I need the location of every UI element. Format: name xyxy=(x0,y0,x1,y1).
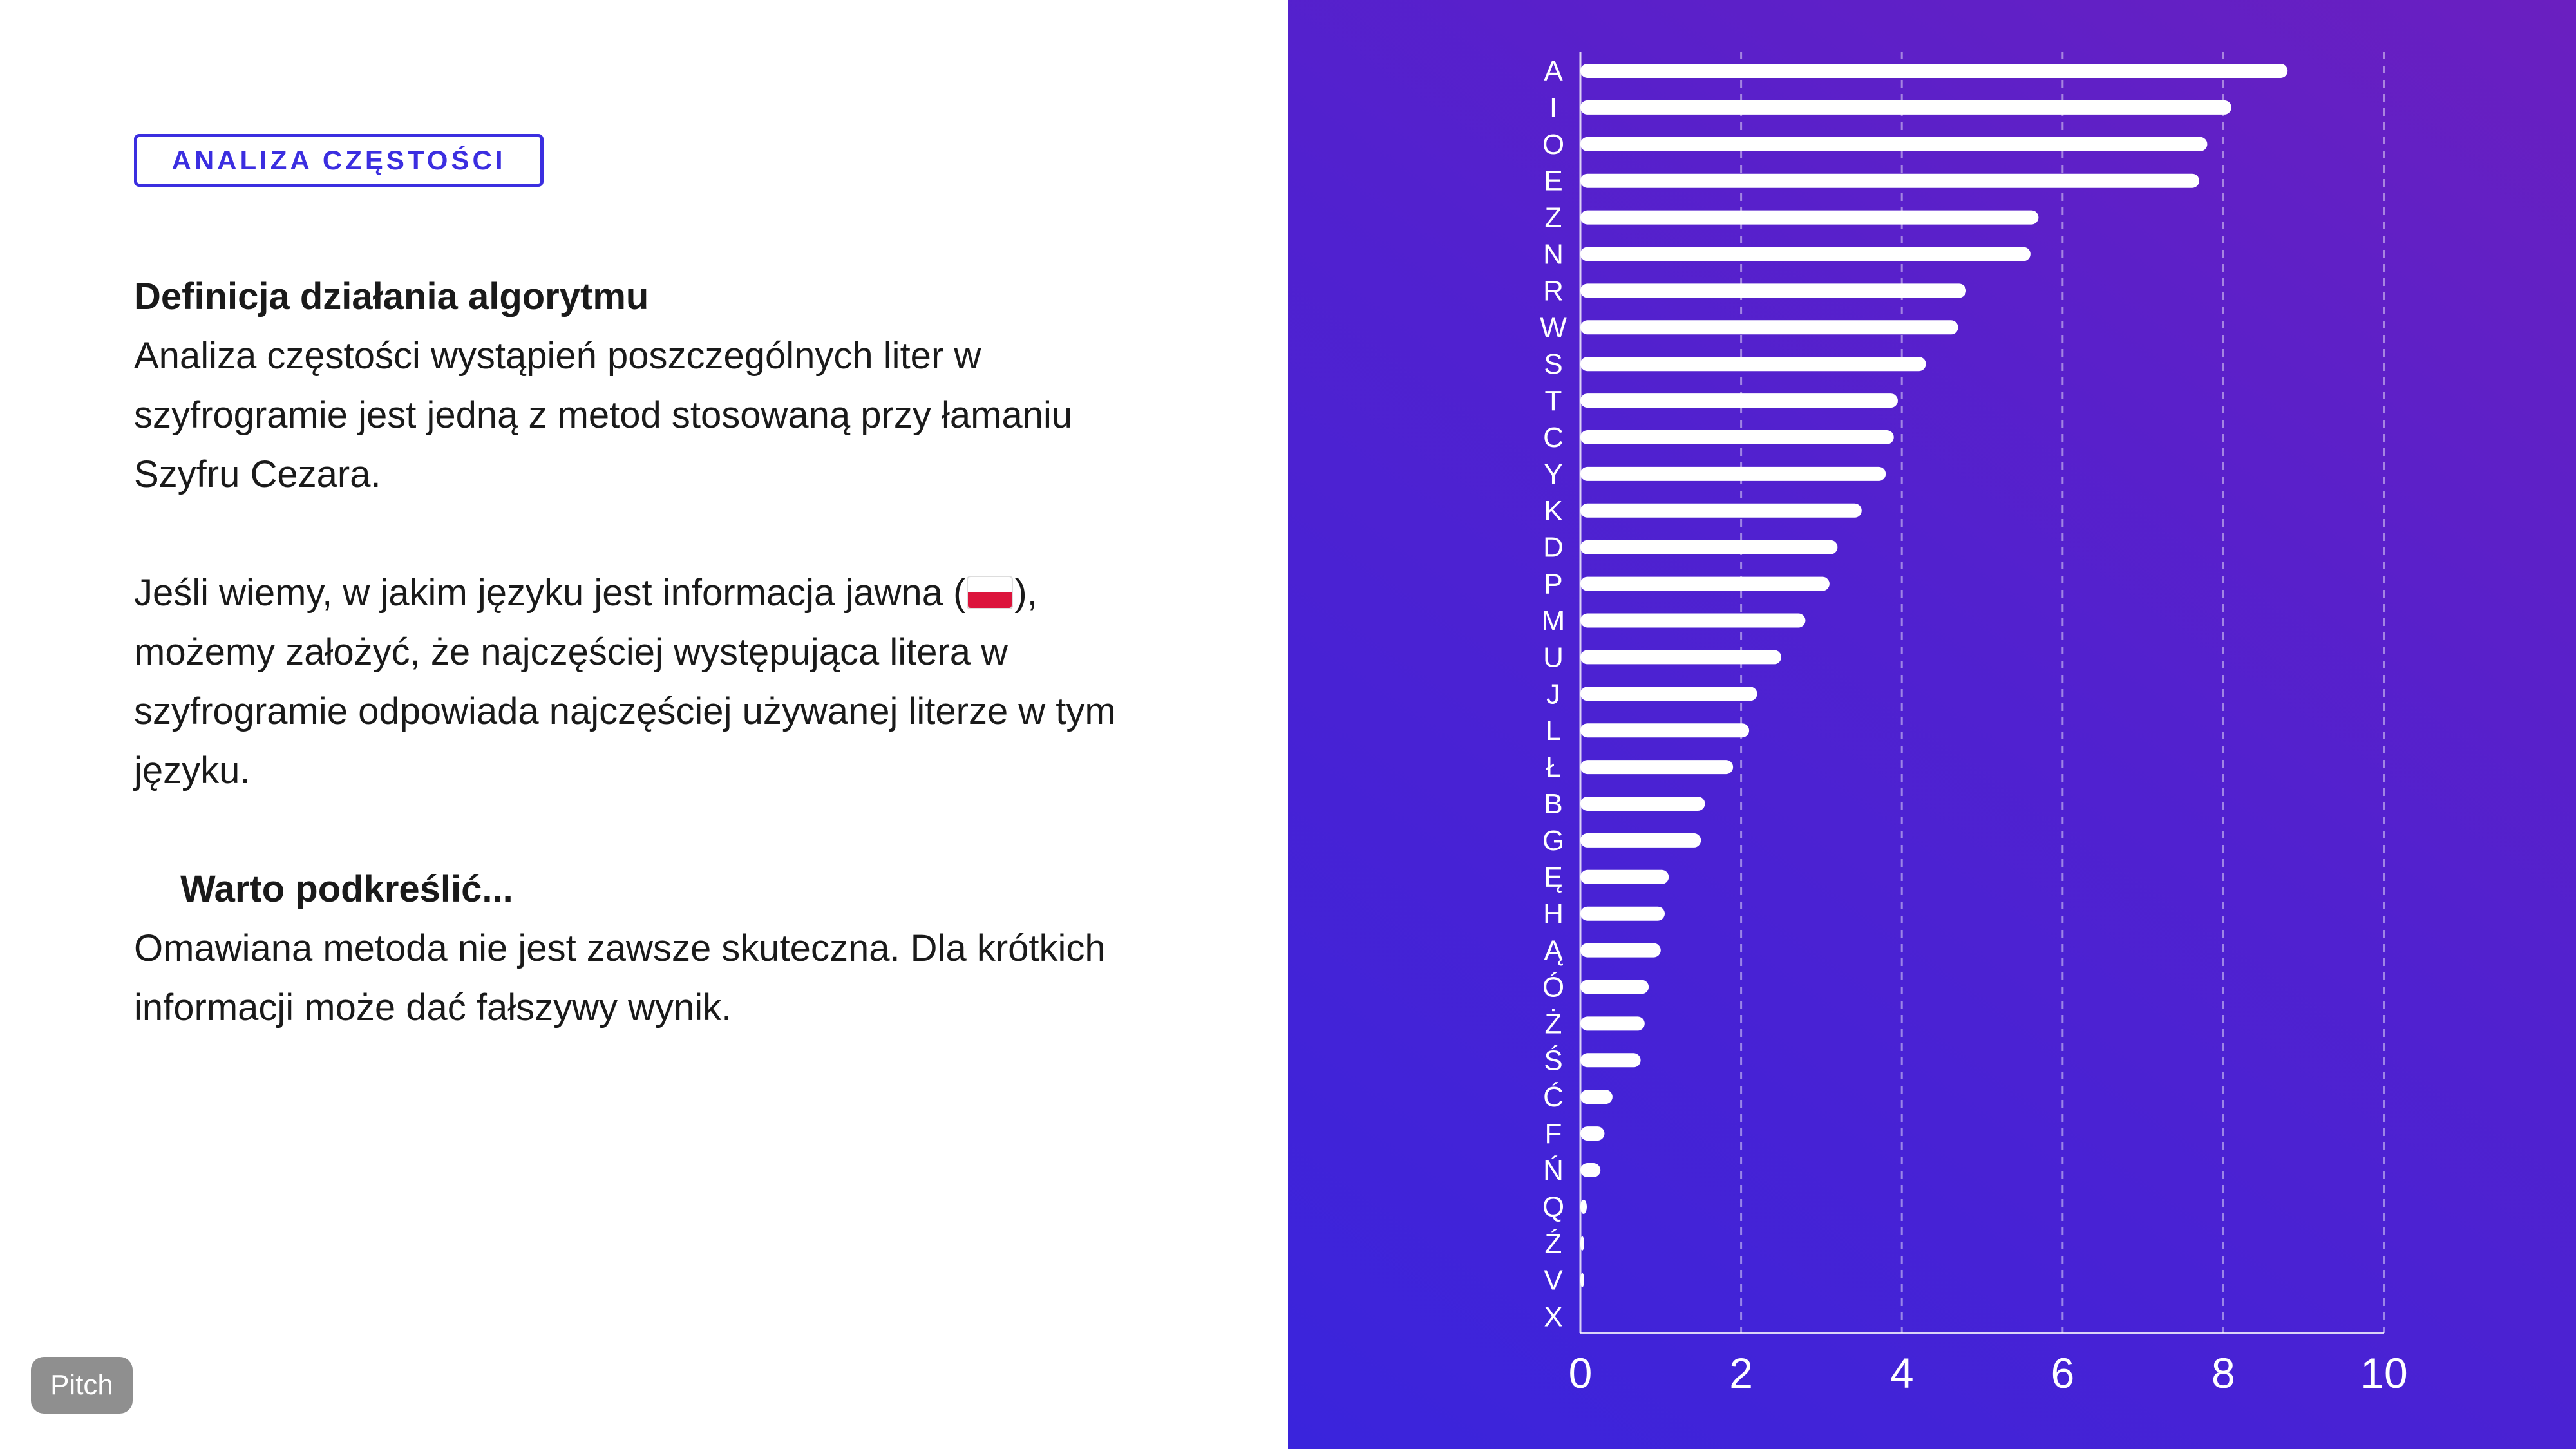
bar xyxy=(1580,1273,1584,1287)
category-label: U xyxy=(1543,641,1564,673)
category-label: A xyxy=(1544,55,1563,87)
category-label: Q xyxy=(1542,1191,1564,1223)
category-label: J xyxy=(1546,678,1560,710)
category-label: D xyxy=(1543,532,1564,564)
frequency-bar-chart: 0 2 4 6 8 10 AIOEZNRWSTCYKDPMUJLŁBGĘHĄÓŻŚĆFŃQŹ… xyxy=(1540,52,2408,1397)
category-label: Ż xyxy=(1545,1008,1562,1039)
category-label: K xyxy=(1544,495,1562,527)
language-paragraph: Jeśli wiemy, w jakim języku jest informa… xyxy=(134,564,1177,800)
category-label: Ę xyxy=(1544,862,1562,893)
bar xyxy=(1580,869,1669,884)
category-label: F xyxy=(1545,1118,1562,1150)
category-label: Ś xyxy=(1544,1043,1562,1076)
bar xyxy=(1580,357,1926,372)
x-tick-label: 4 xyxy=(1890,1349,1914,1397)
bar xyxy=(1580,540,1838,554)
x-tick-label: 6 xyxy=(2050,1349,2074,1397)
x-tick-label: 0 xyxy=(1569,1349,1593,1397)
category-label: Ó xyxy=(1542,972,1564,1003)
bar xyxy=(1580,576,1830,591)
language-paragraph-end: ), możemy założyć, że najczęściej występ… xyxy=(134,572,1116,791)
bar xyxy=(1580,173,2199,188)
content-panel: ANALIZA CZĘSTOŚCI Definicja działania al… xyxy=(31,134,1177,1414)
category-label: S xyxy=(1544,348,1562,380)
x-tick-label: 10 xyxy=(2360,1349,2407,1397)
bar xyxy=(1580,393,1898,408)
bar xyxy=(1580,797,1705,811)
bar xyxy=(1580,430,1894,444)
bar xyxy=(1580,466,1886,481)
bar xyxy=(1580,980,1649,994)
category-label: O xyxy=(1542,129,1564,160)
bar xyxy=(1580,943,1661,958)
bar xyxy=(1580,1163,1601,1177)
category-label: I xyxy=(1549,92,1557,124)
bar xyxy=(1580,64,2288,78)
category-label: L xyxy=(1546,715,1561,746)
bar xyxy=(1580,320,1958,335)
bar xyxy=(1580,137,2208,151)
x-tick-label: 8 xyxy=(2211,1349,2235,1397)
note-text: Omawiana metoda nie jest zawsze skuteczn… xyxy=(134,927,1106,1028)
bar xyxy=(1580,1016,1645,1031)
category-label: Y xyxy=(1544,459,1562,490)
category-label: Ń xyxy=(1543,1155,1564,1186)
poland-flag-icon xyxy=(967,576,1014,609)
category-label: M xyxy=(1542,605,1566,637)
category-label: Ą xyxy=(1544,935,1563,967)
category-label: W xyxy=(1540,312,1567,343)
bar xyxy=(1580,613,1806,628)
category-label: P xyxy=(1544,569,1562,600)
bar xyxy=(1580,650,1781,665)
language-paragraph-start: Jeśli wiemy, w jakim języku jest informa… xyxy=(134,572,966,614)
chart-panel: 0 2 4 6 8 10 A I O E Z N R W S T C Y K D P M U J L Ł B G Ę H Ą Ó Ż Ś Ć F Ń Q Ź… xyxy=(1288,0,2576,1449)
definition-paragraph: Analiza częstości wystąpień poszczególny… xyxy=(134,335,1073,495)
bar xyxy=(1580,283,1967,298)
section-tag: ANALIZA CZĘSTOŚCI xyxy=(134,134,544,187)
category-label: G xyxy=(1542,825,1564,857)
slide-text: Definicja działania algorytmu Analiza cz… xyxy=(134,267,1177,1037)
bar xyxy=(1580,210,2039,225)
category-label: E xyxy=(1544,166,1562,197)
category-label: B xyxy=(1544,788,1562,820)
bar xyxy=(1580,1199,1587,1214)
bar xyxy=(1580,1090,1613,1104)
category-label: N xyxy=(1543,239,1564,270)
category-label: R xyxy=(1543,275,1564,307)
bar xyxy=(1580,687,1757,701)
category-label: H xyxy=(1543,898,1564,930)
spacer xyxy=(134,504,1177,564)
bar xyxy=(1580,1236,1584,1251)
category-label: T xyxy=(1545,385,1562,417)
bar xyxy=(1580,833,1701,848)
bar xyxy=(1580,906,1665,921)
note-heading: Warto podkreślić... xyxy=(180,868,513,910)
bar xyxy=(1580,100,2231,115)
bar xyxy=(1580,503,1862,518)
category-label: C xyxy=(1543,422,1564,453)
bar xyxy=(1580,247,2031,261)
pitch-badge[interactable]: Pitch xyxy=(31,1357,133,1414)
bar xyxy=(1580,723,1750,738)
category-label: Ź xyxy=(1545,1228,1562,1260)
definition-heading: Definicja działania algorytmu xyxy=(134,276,649,317)
bar xyxy=(1580,1126,1605,1141)
category-label: Z xyxy=(1545,202,1562,234)
category-label: Ć xyxy=(1543,1081,1564,1113)
category-label: V xyxy=(1544,1265,1563,1296)
category-label: X xyxy=(1544,1302,1562,1333)
bar xyxy=(1580,760,1734,775)
x-tick-label: 2 xyxy=(1729,1349,1753,1397)
category-label: Ł xyxy=(1546,752,1561,783)
spacer xyxy=(134,800,1177,860)
bar xyxy=(1580,1053,1641,1068)
